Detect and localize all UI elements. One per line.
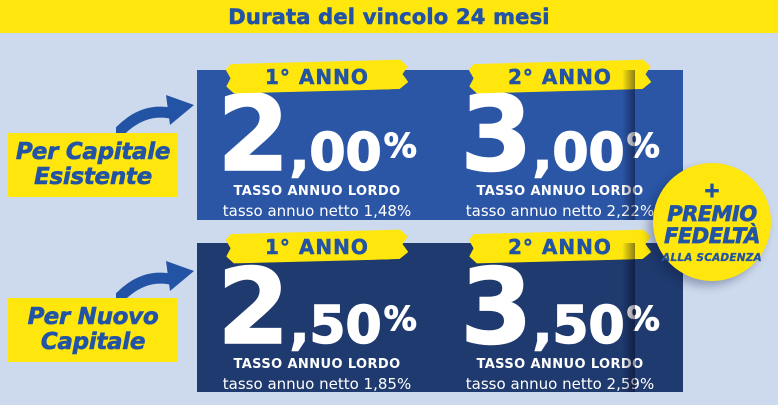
row-label-nuovo-capitale: Per Nuovo Capitale bbox=[8, 298, 178, 362]
row-label-line: Per Capitale bbox=[15, 139, 171, 166]
rates-strip-capitale-esistente: 1° ANNO 2,00% TASSO ANNUO LORDO tasso an… bbox=[197, 70, 683, 220]
rate-card-nuovo-anno1: 1° ANNO 2,50% TASSO ANNUO LORDO tasso an… bbox=[197, 243, 437, 394]
row-label-line: Capitale bbox=[40, 329, 146, 355]
net-rate-label: tasso annuo netto 1,48% bbox=[222, 202, 412, 221]
premio-fedelta-badge: + PREMIO FEDELTÀ ALLA SCADENZA bbox=[653, 163, 771, 281]
rate-decimals: ,50 bbox=[532, 296, 626, 356]
rate-integer: 2 bbox=[216, 246, 290, 368]
ribbon-label: 1° ANNO bbox=[265, 234, 369, 259]
net-rate-label: tasso annuo netto 1,85% bbox=[222, 375, 412, 394]
gross-rate-label: TASSO ANNUO LORDO bbox=[233, 357, 401, 373]
row-label-capitale-esistente: Per Capitale Esistente bbox=[8, 133, 178, 197]
rate-value: 2,00% bbox=[216, 73, 417, 195]
rate-decimals: ,00 bbox=[532, 123, 626, 183]
row-label-line: Per Nuovo bbox=[27, 304, 159, 331]
brush-arrow-icon bbox=[114, 251, 196, 305]
rate-value: 2,50% bbox=[216, 246, 417, 368]
gross-rate-label: TASSO ANNUO LORDO bbox=[233, 184, 401, 200]
rate-decimals: ,50 bbox=[289, 296, 383, 356]
badge-line1: PREMIO bbox=[667, 202, 758, 227]
banner-title: Durata del vincolo 24 mesi bbox=[228, 4, 550, 29]
brush-arrow-icon bbox=[114, 85, 196, 139]
year-ribbon: 1° ANNO bbox=[226, 228, 409, 265]
percent-sign: % bbox=[626, 126, 660, 165]
rate-integer: 3 bbox=[459, 246, 533, 368]
rate-card-esistente-anno1: 1° ANNO 2,00% TASSO ANNUO LORDO tasso an… bbox=[197, 70, 437, 220]
rate-value: 3,00% bbox=[459, 73, 660, 195]
rate-value: 3,50% bbox=[459, 246, 660, 368]
badge-line2: FEDELTÀ bbox=[664, 224, 761, 248]
percent-sign: % bbox=[626, 299, 660, 338]
badge-line3: ALLA SCADENZA bbox=[662, 251, 762, 264]
ribbon-label: 2° ANNO bbox=[508, 234, 612, 259]
year-ribbon: 2° ANNO bbox=[469, 228, 652, 265]
ribbon-label: 2° ANNO bbox=[508, 64, 612, 89]
percent-sign: % bbox=[383, 299, 417, 338]
percent-sign: % bbox=[383, 126, 417, 165]
rates-strip-nuovo-capitale: 1° ANNO 2,50% TASSO ANNUO LORDO tasso an… bbox=[197, 243, 683, 394]
rate-card-nuovo-anno2: 2° ANNO 3,50% TASSO ANNUO LORDO tasso an… bbox=[437, 243, 683, 394]
rate-integer: 3 bbox=[459, 73, 533, 195]
plus-sign: + bbox=[703, 178, 721, 203]
row-label-line: Esistente bbox=[34, 164, 153, 190]
rate-card-esistente-anno2: 2° ANNO 3,00% TASSO ANNUO LORDO tasso an… bbox=[437, 70, 683, 220]
net-rate-label: tasso annuo netto 2,22% bbox=[465, 202, 655, 221]
net-rate-label: tasso annuo netto 2,59% bbox=[465, 375, 655, 394]
rate-integer: 2 bbox=[216, 73, 290, 195]
duration-banner: Durata del vincolo 24 mesi bbox=[0, 0, 778, 33]
gross-rate-label: TASSO ANNUO LORDO bbox=[476, 184, 644, 200]
year-ribbon: 2° ANNO bbox=[469, 58, 652, 95]
year-ribbon: 1° ANNO bbox=[226, 58, 409, 95]
ribbon-label: 1° ANNO bbox=[265, 64, 369, 89]
rate-decimals: ,00 bbox=[289, 123, 383, 183]
gross-rate-label: TASSO ANNUO LORDO bbox=[476, 357, 644, 373]
